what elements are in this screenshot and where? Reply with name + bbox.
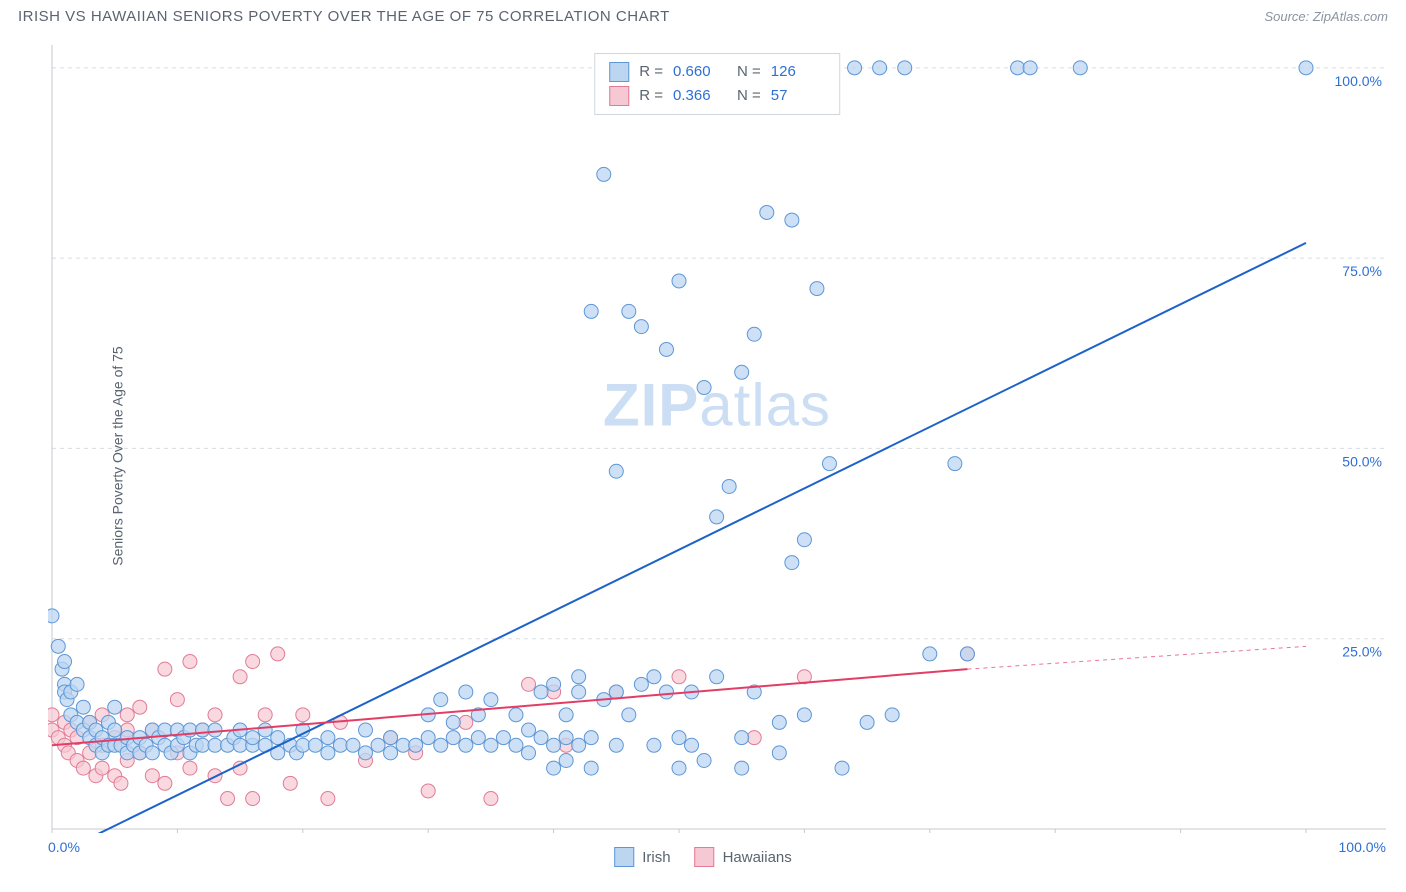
chart-container: Seniors Poverty Over the Age of 75 25.0%… — [0, 31, 1406, 881]
swatch-irish — [614, 847, 634, 867]
legend-item-irish: Irish — [614, 847, 670, 867]
stat-n-hawaiian: 57 — [771, 84, 825, 108]
stat-r-irish: 0.660 — [673, 60, 727, 84]
stat-n-label: N = — [737, 84, 761, 108]
svg-text:25.0%: 25.0% — [1342, 644, 1382, 660]
legend-item-hawaiian: Hawaiians — [695, 847, 792, 867]
stats-row-irish: R = 0.660 N = 126 — [609, 60, 825, 84]
page-title: IRISH VS HAWAIIAN SENIORS POVERTY OVER T… — [18, 8, 670, 25]
swatch-irish — [609, 62, 629, 82]
stat-n-label: N = — [737, 60, 761, 84]
x-tick-0: 0.0% — [48, 839, 80, 855]
plot-area: 25.0%50.0%75.0%100.0% ZIPatlas R = 0.660… — [48, 41, 1386, 833]
stats-row-hawaiian: R = 0.366 N = 57 — [609, 84, 825, 108]
source-credit: Source: ZipAtlas.com — [1264, 9, 1388, 24]
legend: Irish Hawaiians — [614, 847, 792, 867]
stat-r-label: R = — [639, 60, 663, 84]
stat-r-label: R = — [639, 84, 663, 108]
swatch-hawaiian — [695, 847, 715, 867]
svg-text:50.0%: 50.0% — [1342, 453, 1382, 469]
correlation-stats-box: R = 0.660 N = 126 R = 0.366 N = 57 — [594, 53, 840, 115]
swatch-hawaiian — [609, 86, 629, 106]
svg-text:75.0%: 75.0% — [1342, 263, 1382, 279]
x-tick-100: 100.0% — [1339, 839, 1386, 855]
scatter-chart: 25.0% 50.0% 75.0% 100.0% — [48, 41, 1386, 833]
svg-text:100.0%: 100.0% — [1335, 73, 1382, 89]
stat-r-hawaiian: 0.366 — [673, 84, 727, 108]
legend-label-irish: Irish — [642, 849, 670, 866]
stat-n-irish: 126 — [771, 60, 825, 84]
legend-label-hawaiian: Hawaiians — [723, 849, 792, 866]
